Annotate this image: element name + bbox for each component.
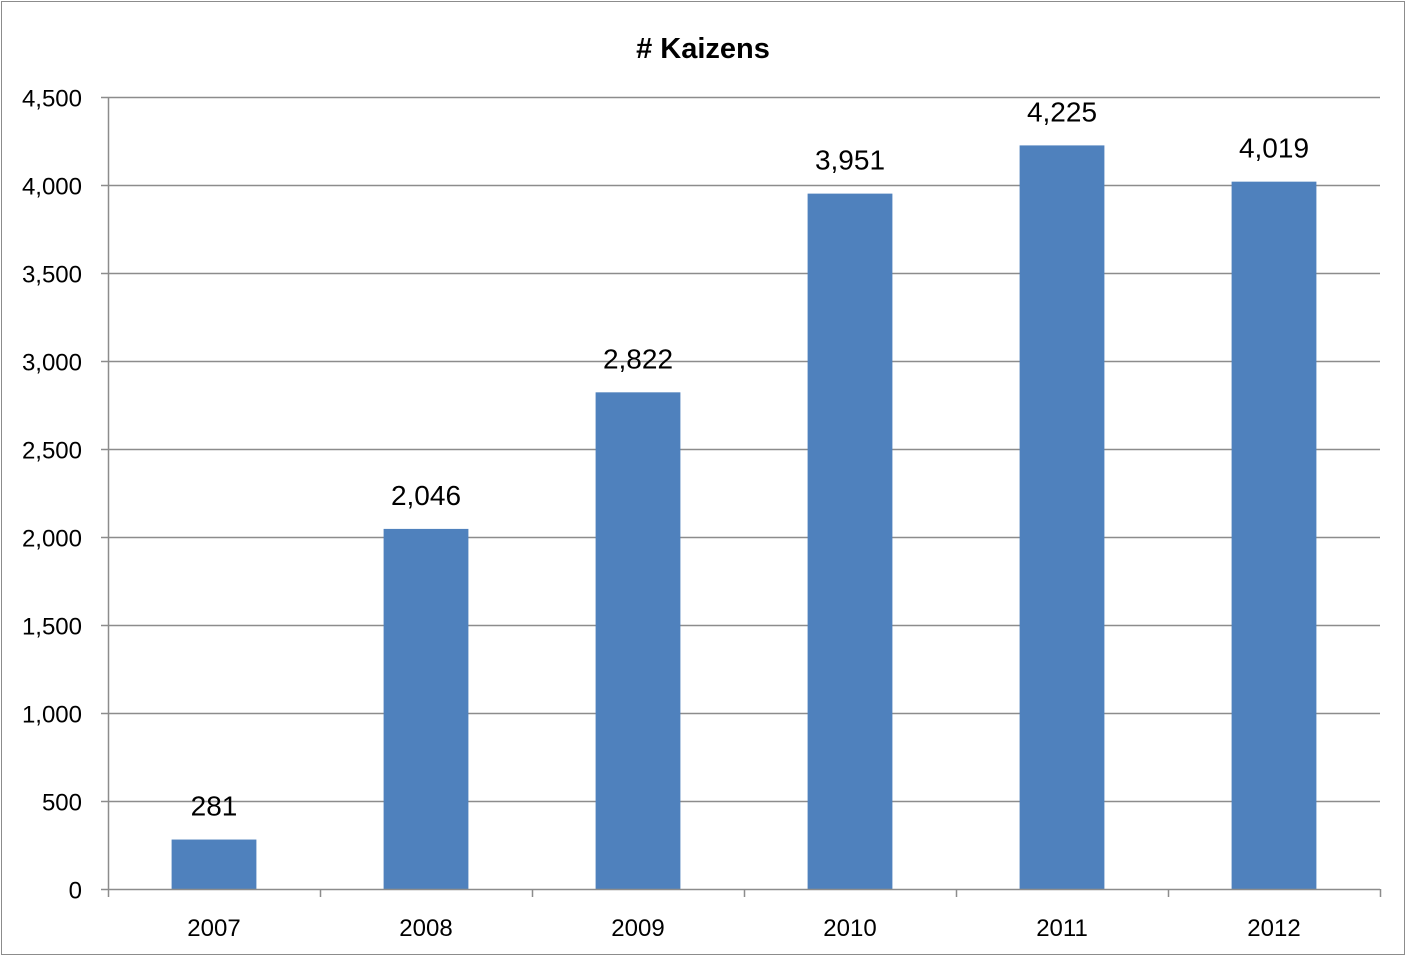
labels: 0 500 1,000 1,500 2,000 2,500 3,000 3,500 4,000 4…: [22, 86, 1309, 943]
y-tick-label: 4,000: [22, 174, 82, 201]
y-tick-label: 500: [42, 790, 82, 817]
data-label-2012: 4,019: [1239, 133, 1309, 164]
bar-2009: [595, 392, 681, 889]
bars: [171, 145, 1317, 889]
data-label-2008: 2,046: [391, 480, 461, 511]
bar-2007: [171, 839, 257, 889]
y-tick-label: 1,500: [22, 614, 82, 641]
y-tick-label: 0: [69, 878, 82, 905]
bar-2012: [1231, 181, 1317, 889]
y-tick-label: 1,000: [22, 702, 82, 729]
bar-2010: [807, 193, 893, 889]
y-tick-label: 3,500: [22, 262, 82, 289]
data-label-2011: 4,225: [1027, 96, 1097, 127]
data-label-2010: 3,951: [815, 145, 885, 176]
x-tick-label: 2011: [1036, 915, 1088, 942]
axes: [101, 96, 1382, 897]
data-label-2009: 2,822: [603, 343, 673, 374]
x-tick-label: 2007: [187, 915, 240, 942]
y-tick-label: 3,000: [22, 350, 82, 377]
y-tick-label: 4,500: [22, 86, 82, 113]
y-tick-label: 2,000: [22, 526, 82, 553]
bar-2011: [1019, 145, 1105, 889]
grid-lines: [108, 96, 1380, 803]
y-tick-label: 2,500: [22, 438, 82, 465]
x-tick-label: 2010: [823, 915, 876, 942]
bar-2008: [383, 528, 469, 889]
x-tick-label: 2008: [399, 915, 452, 942]
x-tick-label: 2012: [1247, 915, 1300, 942]
x-tick-label: 2009: [611, 915, 664, 942]
data-label-2007: 281: [191, 791, 238, 822]
chart-title: # Kaizens: [636, 33, 770, 65]
